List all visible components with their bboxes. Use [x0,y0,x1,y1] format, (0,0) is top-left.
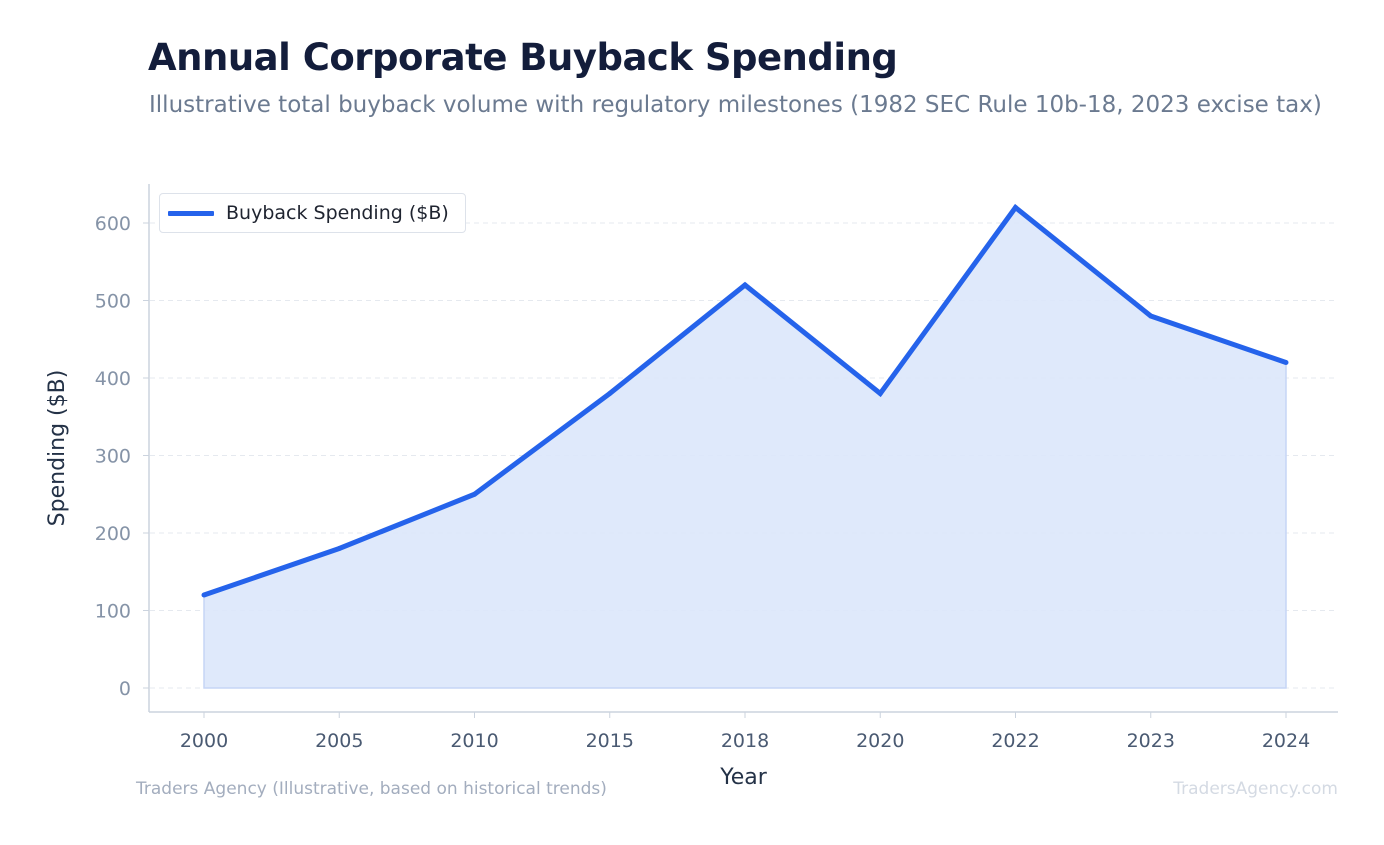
x-tick-label: 2015 [586,730,634,752]
x-tick-label: 2000 [180,730,228,752]
series-area [203,206,1287,689]
y-tick-label: 200 [95,523,131,545]
y-axis-label: Spending ($B) [45,370,70,527]
legend-label: Buyback Spending ($B) [226,202,449,224]
data-point [742,282,748,288]
x-tick-label: 2023 [1127,730,1175,752]
data-point [336,546,342,551]
x-tick-label: 2022 [991,730,1039,752]
legend-swatch [168,211,214,216]
data-point [201,592,207,598]
data-point [877,391,883,396]
chart-legend: Buyback Spending ($B) [159,193,466,233]
y-tick-label: 100 [95,601,131,623]
y-tick-label: 300 [95,446,131,468]
x-tick-label: 2005 [315,730,363,752]
data-point [1283,360,1289,365]
x-axis-label: Year [719,765,768,790]
x-tick-label: 2010 [450,730,498,752]
x-tick-label: 2018 [721,730,769,752]
y-tick-label: 600 [95,213,131,235]
chart-title: Annual Corporate Buyback Spending [148,36,898,79]
data-point [607,391,613,396]
data-point [1148,313,1154,319]
data-point [1013,205,1018,210]
x-tick-label: 2024 [1262,730,1310,752]
y-tick-label: 500 [95,291,131,313]
chart-subtitle: Illustrative total buyback volume with r… [149,92,1322,118]
source-note: Traders Agency (Illustrative, based on h… [136,779,607,799]
watermark: TradersAgency.com [1173,779,1338,799]
y-tick-label: 400 [95,368,131,390]
x-tick-label: 2020 [856,730,904,752]
data-point [472,491,477,497]
y-tick-label: 0 [119,678,131,700]
